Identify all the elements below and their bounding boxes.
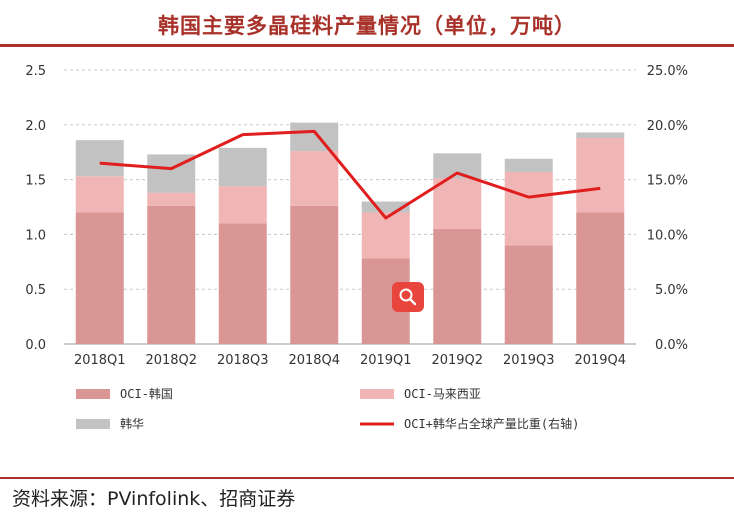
y-tick-label: 1.5 bbox=[25, 174, 46, 189]
share-line bbox=[99, 129, 601, 220]
bar-segment-hanwha bbox=[361, 201, 410, 213]
y2-tick-label: 5.0% bbox=[655, 283, 688, 298]
x-axis-ticks: 2018Q1 2018Q2 2018Q3 2018Q4 2019Q1 2019Q2 2019… bbox=[74, 353, 626, 368]
legend-swatch-oci-korea bbox=[76, 389, 110, 399]
x-tick-label: 2019Q2 bbox=[431, 353, 483, 368]
legend-label-oci-korea: OCI-韩国 bbox=[120, 386, 173, 401]
share-line-path bbox=[99, 129, 601, 220]
bar-segment-oci-korea bbox=[218, 223, 267, 344]
x-tick-label: 2018Q2 bbox=[145, 353, 197, 368]
bar-segment-oci-korea bbox=[504, 245, 553, 344]
x-tick-label: 2019Q1 bbox=[360, 353, 412, 368]
bar-segment-oci-malaysia bbox=[75, 176, 124, 213]
legend-label-hanwha: 韩华 bbox=[120, 416, 144, 431]
title-rule bbox=[0, 44, 734, 47]
legend-label-oci-malaysia: OCI-马来西亚 bbox=[404, 387, 481, 401]
x-tick-label: 2019Q4 bbox=[574, 353, 626, 368]
bar-segment-oci-malaysia bbox=[361, 212, 410, 259]
bar-segment-oci-malaysia bbox=[147, 192, 196, 206]
y-tick-label: 0.0 bbox=[25, 338, 46, 353]
bars bbox=[75, 122, 625, 344]
chart: 2.5 2.0 1.5 1.0 0.5 0.0 25.0% 20.0% 15.0% 10.0% 5… bbox=[25, 64, 688, 431]
legend: OCI-韩国 OCI-马来西亚 韩华 OCI+韩华占全球产量比重(右轴) bbox=[76, 386, 579, 431]
bar-segment-oci-korea bbox=[75, 212, 124, 344]
bar-segment-oci-malaysia bbox=[290, 151, 339, 206]
search-button[interactable] bbox=[392, 282, 424, 312]
bar-segment-hanwha bbox=[504, 158, 553, 172]
x-tick-label: 2019Q3 bbox=[503, 353, 555, 368]
chart-title: 韩国主要多晶硅料产量情况（单位，万吨） bbox=[158, 13, 576, 38]
bar-segment-oci-malaysia bbox=[576, 137, 625, 213]
x-tick-label: 2018Q3 bbox=[217, 353, 269, 368]
x-tick-label: 2018Q4 bbox=[288, 353, 340, 368]
bar-segment-hanwha bbox=[75, 140, 124, 177]
bar-segment-oci-malaysia bbox=[218, 186, 267, 224]
y2-tick-label: 15.0% bbox=[647, 174, 688, 189]
bar-segment-oci-korea bbox=[290, 205, 339, 344]
y2-tick-label: 25.0% bbox=[647, 64, 688, 79]
y-tick-label: 1.0 bbox=[25, 228, 46, 243]
bar-segment-oci-korea bbox=[433, 228, 482, 344]
bar-segment-hanwha bbox=[576, 132, 625, 138]
bar-segment-hanwha bbox=[218, 147, 267, 187]
legend-label-share-line: OCI+韩华占全球产量比重(右轴) bbox=[404, 416, 579, 431]
footer-rule bbox=[0, 477, 734, 479]
bar-segment-oci-korea bbox=[576, 212, 625, 344]
y2-tick-label: 10.0% bbox=[647, 228, 688, 243]
y-axis-ticks: 2.5 2.0 1.5 1.0 0.5 0.0 bbox=[25, 64, 46, 353]
bar-segment-oci-korea bbox=[147, 205, 196, 344]
legend-swatch-hanwha bbox=[76, 419, 110, 429]
y-tick-label: 0.5 bbox=[25, 283, 46, 298]
y2-axis-ticks: 25.0% 20.0% 15.0% 10.0% 5.0% 0.0% bbox=[647, 64, 688, 353]
legend-swatch-oci-malaysia bbox=[360, 389, 394, 399]
bar-segment-oci-malaysia bbox=[433, 178, 482, 229]
bar-segment-oci-malaysia bbox=[504, 171, 553, 246]
y-tick-label: 2.0 bbox=[25, 119, 46, 134]
bar-segment-hanwha bbox=[290, 122, 339, 152]
y2-tick-label: 0.0% bbox=[655, 338, 688, 353]
x-tick-label: 2018Q1 bbox=[74, 353, 126, 368]
y2-tick-label: 20.0% bbox=[647, 119, 688, 134]
search-icon bbox=[399, 288, 417, 306]
source-note: 资料来源：PVinfolink、招商证券 bbox=[12, 488, 296, 510]
y-tick-label: 2.5 bbox=[25, 64, 46, 79]
